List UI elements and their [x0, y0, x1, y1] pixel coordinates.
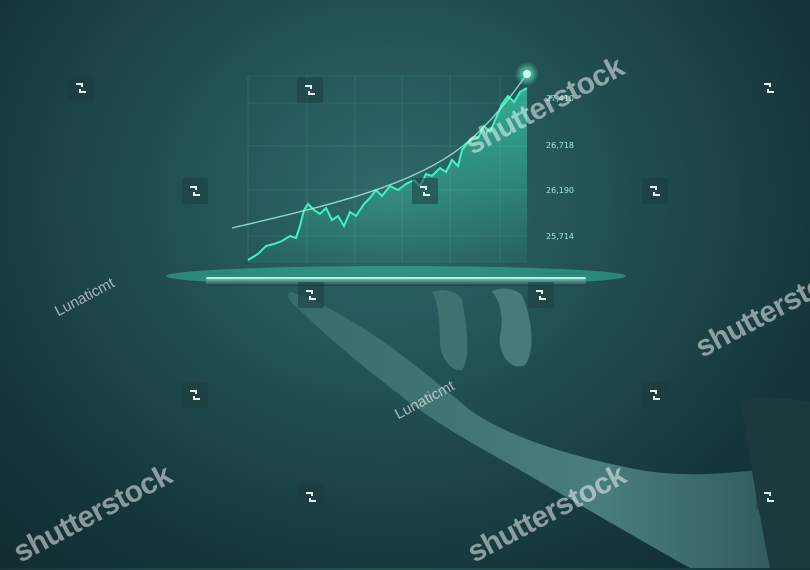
ytick-label: 26,190	[546, 186, 574, 195]
ytick-label: 27,410	[546, 94, 574, 103]
watermark-logo-icon	[68, 75, 94, 101]
ytick-label: 26,718	[546, 141, 574, 150]
watermark-logo-icon	[298, 282, 324, 308]
watermark-logo-icon	[182, 178, 208, 204]
watermark-logo-icon	[298, 484, 324, 510]
trend-curve	[231, 73, 528, 229]
thumb	[432, 290, 468, 371]
watermark-logo-icon	[642, 178, 668, 204]
ytick-label: 25,714	[546, 232, 574, 241]
watermark-logo-icon	[642, 382, 668, 408]
hand-and-arm	[288, 292, 810, 568]
sleeve	[740, 397, 810, 568]
trend-endpoint	[523, 70, 531, 78]
watermark-logo-icon	[297, 77, 323, 103]
watermark-logo-icon	[756, 75, 782, 101]
watermark-logo-icon	[528, 282, 554, 308]
watermark-logo-icon	[412, 178, 438, 204]
finger	[492, 288, 532, 367]
chart-area	[248, 88, 527, 262]
watermark-logo-icon	[182, 382, 208, 408]
watermark-logo-icon	[756, 484, 782, 510]
